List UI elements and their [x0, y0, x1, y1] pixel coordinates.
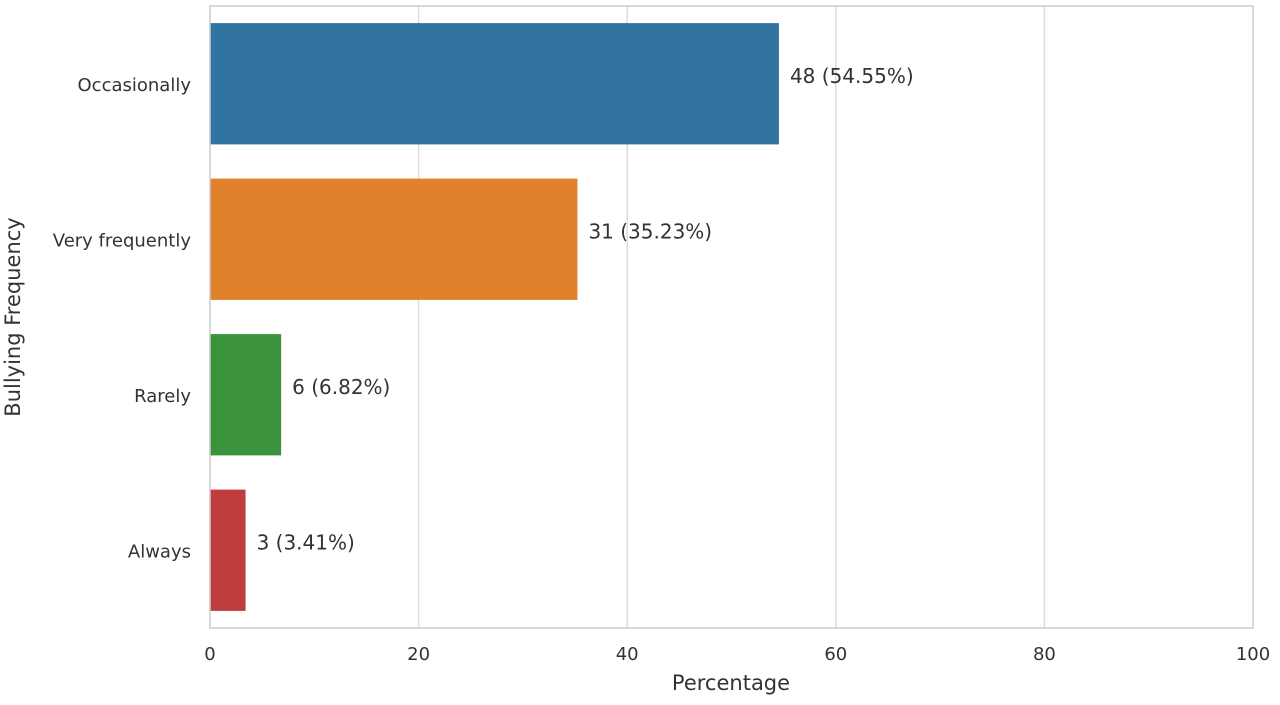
x-tick-label: 100 — [1236, 644, 1270, 665]
data-label: 48 (54.55%) — [790, 64, 914, 88]
x-tick-label: 60 — [824, 644, 847, 665]
y-tick-label: Rarely — [134, 386, 191, 407]
x-tick-labels: 0 20 40 60 80 100 — [204, 644, 1270, 665]
y-tick-label: Always — [128, 541, 191, 562]
y-tick-label: Occasionally — [78, 75, 192, 96]
y-tick-labels: Occasionally Very frequently Rarely Always — [53, 75, 192, 563]
bar — [210, 178, 578, 300]
x-tick-label: 80 — [1033, 644, 1056, 665]
y-axis-title: Bullying Frequency — [1, 217, 25, 416]
data-labels: 48 (54.55%) 31 (35.23%) 6 (6.82%) 3 (3.41%) — [257, 64, 914, 555]
plot-frame — [209, 5, 1254, 629]
data-label: 31 (35.23%) — [588, 219, 712, 243]
y-tick-label: Very frequently — [53, 230, 192, 251]
bar — [210, 334, 282, 456]
x-tick-label: 20 — [407, 644, 430, 665]
x-tick-label: 0 — [204, 644, 215, 665]
x-tick-label: 40 — [616, 644, 639, 665]
bar — [210, 23, 779, 145]
x-axis-title: Percentage — [672, 671, 790, 695]
bars — [210, 23, 779, 611]
bar — [210, 489, 246, 611]
data-label: 6 (6.82%) — [292, 375, 390, 399]
data-label: 3 (3.41%) — [257, 530, 355, 554]
